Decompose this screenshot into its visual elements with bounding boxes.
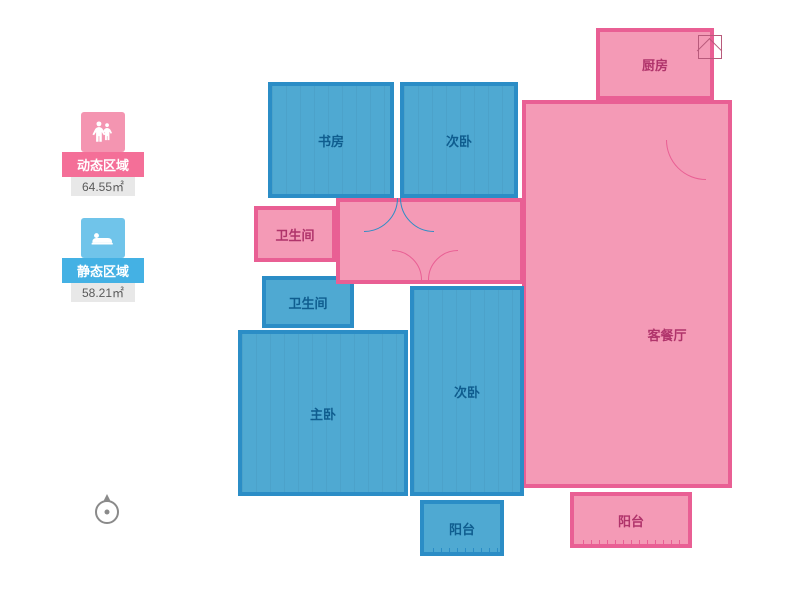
legend-dynamic-title: 动态区域 [62,152,144,177]
room-master: 主卧 [238,330,408,496]
room-living: 客餐厅 [522,100,732,488]
floor-plan: 厨房书房次卧客餐厅卫生间卫生间主卧次卧阳台阳台 [228,28,740,568]
room-label-study: 书房 [318,131,344,150]
room-label-bath1: 卫生间 [275,225,314,244]
room-balcony_static: 阳台 [420,500,504,556]
corner-marker [698,35,722,59]
sleeper-icon [81,218,125,258]
room-study: 书房 [268,82,394,198]
room-label-balcony_static: 阳台 [449,519,475,538]
room-label-bedroom2_top: 次卧 [446,131,472,150]
legend-static-value: 58.21㎡ [71,283,135,302]
room-label-master: 主卧 [310,404,336,423]
people-icon [81,112,125,152]
legend-dynamic-value: 64.55㎡ [71,177,135,196]
room-label-bedroom2_bot: 次卧 [454,382,480,401]
compass-icon [92,492,122,526]
legend: 动态区域 64.55㎡ 静态区域 58.21㎡ [62,112,144,302]
room-label-kitchen: 厨房 [642,55,668,74]
room-bath1: 卫生间 [254,206,336,262]
legend-dynamic: 动态区域 64.55㎡ [62,112,144,196]
room-bedroom2_top: 次卧 [400,82,518,198]
room-bedroom2_bot: 次卧 [410,286,524,496]
room-label-living: 客餐厅 [647,325,686,344]
room-balcony_dynamic: 阳台 [570,492,692,548]
room-corridor [336,198,524,284]
room-label-balcony_dynamic: 阳台 [618,511,644,530]
legend-static: 静态区域 58.21㎡ [62,218,144,302]
room-label-bath2: 卫生间 [288,293,327,312]
room-kitchen: 厨房 [596,28,714,100]
legend-static-title: 静态区域 [62,258,144,283]
